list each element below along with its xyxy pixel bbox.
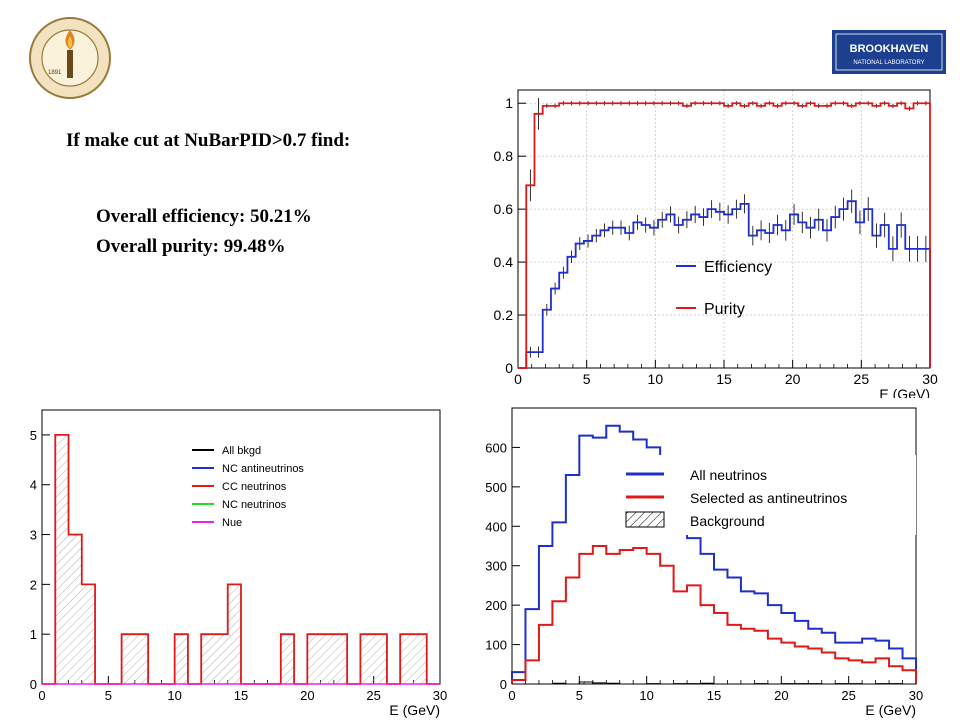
x-tick-label: 10 bbox=[648, 371, 664, 387]
selected-as-antineutrinos-series bbox=[511, 545, 917, 684]
legend-label: NC antineutrinos bbox=[222, 463, 304, 475]
efficiency-series bbox=[518, 200, 931, 369]
x-axis-label: E (GeV) bbox=[879, 386, 930, 398]
brookhaven-logo: BROOKHAVEN NATIONAL LABORATORY bbox=[832, 30, 946, 74]
y-tick-label: 2 bbox=[30, 577, 37, 592]
background-series bbox=[512, 681, 916, 685]
y-tick-label: 0 bbox=[30, 677, 37, 692]
y-tick-label: 1 bbox=[505, 95, 513, 111]
x-tick-label: 25 bbox=[841, 688, 855, 703]
y-tick-label: 400 bbox=[485, 519, 507, 534]
y-tick-label: 0 bbox=[505, 360, 513, 376]
legend-label: Nue bbox=[222, 517, 242, 529]
x-tick-label: 15 bbox=[707, 688, 721, 703]
x-tick-label: 10 bbox=[167, 688, 181, 703]
y-tick-label: 100 bbox=[485, 638, 507, 653]
brookhaven-line1: BROOKHAVEN bbox=[850, 43, 929, 55]
legend-label: Purity bbox=[704, 301, 745, 318]
x-tick-label: 0 bbox=[508, 688, 515, 703]
y-tick-label: 1 bbox=[30, 627, 37, 642]
caltech-seal-logo: 1891 bbox=[29, 17, 111, 99]
efficiency-summary: Overall efficiency: 50.21% bbox=[96, 206, 312, 227]
x-tick-label: 0 bbox=[514, 371, 522, 387]
legend-label: Efficiency bbox=[704, 259, 772, 276]
cut-title: If make cut at NuBarPID>0.7 find: bbox=[66, 130, 351, 151]
y-tick-label: 4 bbox=[30, 478, 37, 493]
y-tick-label: 0 bbox=[500, 677, 507, 692]
x-tick-label: 20 bbox=[785, 371, 801, 387]
x-axis-label: E (GeV) bbox=[389, 702, 440, 718]
x-tick-label: 25 bbox=[366, 688, 380, 703]
x-tick-label: 0 bbox=[38, 688, 45, 703]
legend-box bbox=[616, 455, 916, 535]
legend-label: Background bbox=[690, 513, 765, 529]
brookhaven-line2: NATIONAL LABORATORY bbox=[853, 60, 924, 66]
x-tick-label: 30 bbox=[922, 371, 938, 387]
legend-label: All bkgd bbox=[222, 445, 261, 457]
x-axis-label: E (GeV) bbox=[865, 702, 916, 718]
x-tick-label: 10 bbox=[639, 688, 653, 703]
x-tick-label: 25 bbox=[854, 371, 870, 387]
all-neutrinos-series bbox=[511, 424, 917, 684]
y-tick-label: 500 bbox=[485, 480, 507, 495]
legend-label: NC neutrinos bbox=[222, 499, 287, 511]
y-tick-label: 0.4 bbox=[494, 254, 514, 270]
legend-label: All neutrinos bbox=[690, 467, 767, 483]
y-tick-label: 0.8 bbox=[494, 148, 514, 164]
x-tick-label: 5 bbox=[105, 688, 112, 703]
y-tick-label: 200 bbox=[485, 598, 507, 613]
background-histogram: 0 5 10 15 20 25 30 0 1 2 3 4 5 E (GeV) All bkgd NC anti… bbox=[30, 409, 447, 718]
legend-label: CC neutrinos bbox=[222, 481, 287, 493]
x-tick-label: 30 bbox=[909, 688, 923, 703]
y-tick-label: 0.2 bbox=[494, 307, 514, 323]
efficiency-purity-chart: 0 5 10 15 20 25 30 0 0.2 0.4 0.6 0.8 1 E (GeV) Efficie… bbox=[494, 89, 938, 398]
x-tick-label: 15 bbox=[234, 688, 248, 703]
y-tick-label: 5 bbox=[30, 428, 37, 443]
seal-year: 1891 bbox=[48, 70, 62, 76]
x-tick-label: 15 bbox=[716, 371, 732, 387]
legend-label: Selected as antineutrinos bbox=[690, 490, 847, 506]
x-tick-label: 30 bbox=[433, 688, 447, 703]
y-tick-label: 3 bbox=[30, 528, 37, 543]
purity-series bbox=[518, 102, 931, 369]
x-tick-label: 20 bbox=[774, 688, 788, 703]
x-tick-label: 20 bbox=[300, 688, 314, 703]
y-tick-label: 600 bbox=[485, 440, 507, 455]
y-tick-label: 300 bbox=[485, 559, 507, 574]
x-tick-label: 5 bbox=[583, 371, 591, 387]
purity-summary: Overall purity: 99.48% bbox=[96, 236, 286, 257]
y-tick-label: 0.6 bbox=[494, 201, 514, 217]
x-tick-label: 5 bbox=[576, 688, 583, 703]
legend-swatch bbox=[625, 511, 665, 528]
